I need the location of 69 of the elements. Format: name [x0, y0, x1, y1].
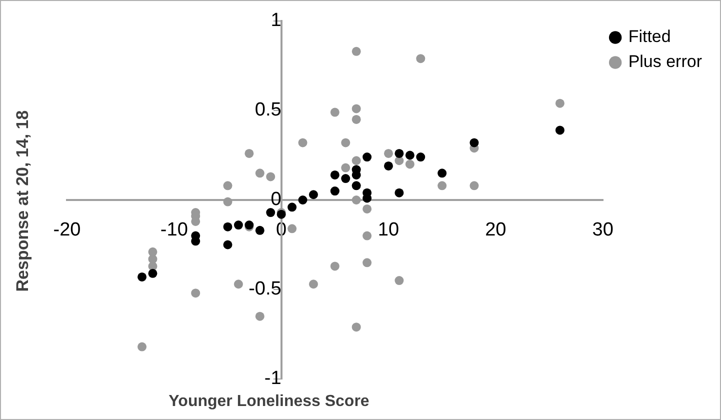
point	[384, 161, 393, 170]
point	[223, 222, 232, 232]
point	[438, 168, 447, 178]
point	[555, 126, 564, 135]
y-tick-label: -1	[264, 368, 282, 390]
point	[223, 240, 232, 250]
point	[341, 138, 350, 148]
point	[266, 172, 276, 182]
point	[330, 170, 340, 180]
x-tick-label: 20	[485, 220, 506, 241]
x-tick-label: -20	[53, 220, 81, 241]
point	[438, 181, 447, 190]
point	[255, 312, 264, 321]
point	[255, 168, 264, 178]
point	[308, 280, 318, 289]
point	[416, 54, 426, 64]
point	[470, 181, 479, 190]
point	[352, 114, 361, 124]
point	[298, 196, 308, 204]
point	[405, 160, 414, 169]
y-tick-label: 0.5	[254, 100, 282, 121]
point	[394, 148, 404, 158]
point	[362, 152, 372, 162]
point	[352, 181, 361, 190]
point	[191, 288, 200, 298]
point	[352, 196, 361, 204]
point	[330, 262, 340, 271]
point	[148, 268, 158, 278]
legend-label: Plus error	[628, 52, 702, 72]
point	[362, 231, 372, 240]
point	[384, 148, 393, 158]
y-tick-label: -0.5	[248, 278, 282, 300]
point	[394, 188, 404, 198]
y-tick-label: 1	[270, 10, 282, 32]
legend-label: Fitted	[628, 27, 671, 46]
point	[330, 108, 340, 117]
point	[255, 226, 264, 235]
point	[352, 322, 361, 332]
point	[266, 208, 276, 218]
point	[244, 148, 254, 158]
point	[138, 342, 147, 352]
point	[138, 272, 147, 282]
point	[394, 276, 404, 286]
point	[352, 156, 361, 166]
point	[341, 163, 350, 172]
point	[223, 197, 232, 206]
point	[555, 98, 564, 108]
x-axis-title: Younger Loneliness Score	[168, 393, 370, 411]
point	[298, 138, 308, 148]
point	[308, 190, 318, 200]
y-axis-title: Response at 20, 14, 18	[13, 110, 33, 292]
point	[148, 247, 158, 256]
point	[352, 104, 361, 114]
point	[470, 138, 479, 148]
x-tick-label: 30	[592, 220, 614, 241]
point	[362, 204, 372, 214]
x-tick-label: -10	[160, 220, 188, 241]
point	[341, 174, 350, 184]
point	[234, 280, 243, 289]
point	[223, 181, 232, 190]
x-tick-label: 10	[378, 220, 400, 241]
y-tick-label: 0	[270, 189, 282, 210]
point	[288, 224, 297, 234]
point	[362, 258, 372, 268]
point	[416, 152, 426, 162]
point	[288, 202, 297, 212]
point	[234, 220, 243, 230]
point	[405, 150, 414, 160]
point	[352, 46, 361, 56]
